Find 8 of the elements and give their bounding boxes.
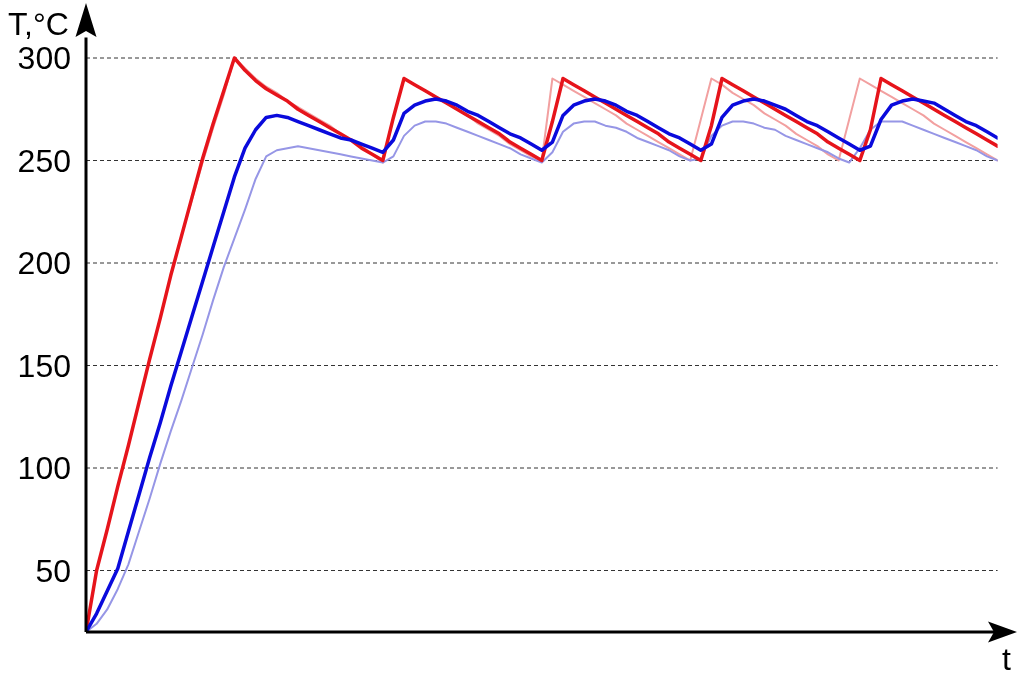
y-tick-label: 250 bbox=[17, 142, 71, 179]
y-tick-label: 100 bbox=[17, 450, 71, 487]
y-axis-title: T,°C bbox=[8, 6, 69, 42]
y-tick-label: 50 bbox=[35, 552, 71, 589]
y-tick-label: 150 bbox=[17, 347, 71, 384]
x-axis-title: t bbox=[1002, 641, 1011, 677]
y-tick-label: 200 bbox=[17, 245, 71, 282]
y-tick-label: 300 bbox=[17, 40, 71, 77]
